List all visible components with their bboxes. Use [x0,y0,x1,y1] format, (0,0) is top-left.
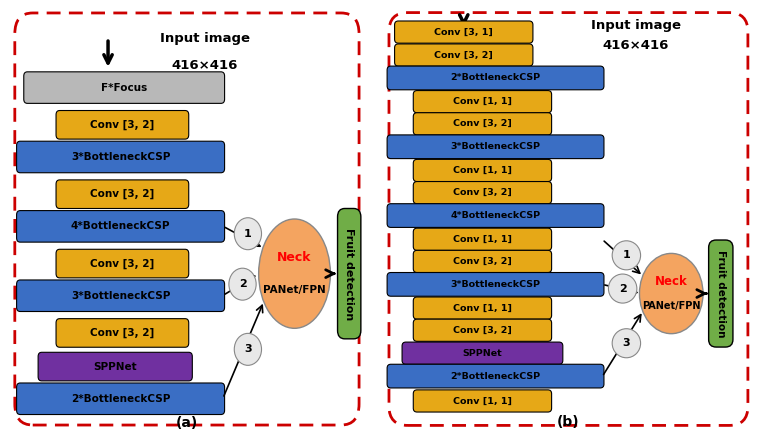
FancyBboxPatch shape [17,211,224,242]
Ellipse shape [639,254,703,334]
Text: 416×416: 416×416 [172,59,238,72]
Circle shape [608,274,637,303]
Text: 3*BottleneckCSP: 3*BottleneckCSP [450,142,540,151]
FancyBboxPatch shape [17,280,224,311]
Text: 1: 1 [244,229,252,239]
FancyBboxPatch shape [387,204,604,227]
Text: Conv [3, 2]: Conv [3, 2] [453,119,512,128]
Text: (b): (b) [557,415,580,429]
Text: 2*BottleneckCSP: 2*BottleneckCSP [450,74,541,82]
Text: 2*BottleneckCSP: 2*BottleneckCSP [71,394,170,404]
Text: (a): (a) [175,416,198,430]
Text: Neck: Neck [655,275,687,288]
Text: Input image: Input image [160,32,250,45]
Text: Neck: Neck [277,251,312,264]
FancyBboxPatch shape [17,383,224,414]
Text: Conv [1, 1]: Conv [1, 1] [453,97,512,106]
Text: Fruit detection: Fruit detection [716,250,726,337]
FancyBboxPatch shape [402,342,563,364]
Text: Conv [1, 1]: Conv [1, 1] [453,235,512,244]
FancyBboxPatch shape [709,240,733,347]
FancyBboxPatch shape [387,66,604,90]
Text: Conv [3, 2]: Conv [3, 2] [90,189,155,199]
FancyBboxPatch shape [394,21,533,43]
Text: 2*BottleneckCSP: 2*BottleneckCSP [450,371,541,381]
Text: Conv [3, 2]: Conv [3, 2] [453,257,512,266]
Text: Conv [3, 2]: Conv [3, 2] [434,50,493,60]
FancyBboxPatch shape [414,113,552,135]
Ellipse shape [259,219,330,328]
Text: PANet/FPN: PANet/FPN [642,300,700,311]
Text: 3*BottleneckCSP: 3*BottleneckCSP [71,291,170,301]
Text: 1: 1 [623,250,630,260]
Text: Conv [1, 1]: Conv [1, 1] [453,304,512,313]
Circle shape [612,241,641,270]
Text: Conv [1, 1]: Conv [1, 1] [453,166,512,175]
FancyBboxPatch shape [414,159,552,181]
Text: 2: 2 [239,279,246,289]
FancyBboxPatch shape [414,228,552,251]
FancyBboxPatch shape [387,364,604,388]
FancyBboxPatch shape [24,72,224,103]
FancyBboxPatch shape [414,181,552,204]
Text: 3*BottleneckCSP: 3*BottleneckCSP [450,280,540,289]
Text: Input image: Input image [591,19,681,32]
Text: SPPNet: SPPNet [462,349,502,358]
Text: 2: 2 [619,283,626,293]
Text: 3: 3 [244,344,252,354]
FancyBboxPatch shape [337,208,361,339]
Text: Conv [3, 2]: Conv [3, 2] [453,326,512,335]
Circle shape [234,333,262,365]
Text: Conv [3, 1]: Conv [3, 1] [434,28,493,37]
Text: Conv [3, 2]: Conv [3, 2] [90,258,155,268]
Text: 4*BottleneckCSP: 4*BottleneckCSP [71,221,170,231]
Text: 3*BottleneckCSP: 3*BottleneckCSP [71,152,170,162]
FancyBboxPatch shape [394,44,533,66]
Text: SPPNet: SPPNet [93,362,137,371]
FancyBboxPatch shape [387,272,604,296]
Text: Conv [1, 1]: Conv [1, 1] [453,396,512,406]
FancyBboxPatch shape [414,319,552,341]
Text: 3: 3 [623,338,630,348]
Text: F*Focus: F*Focus [101,83,147,92]
Circle shape [234,218,262,250]
Text: 416×416: 416×416 [603,39,669,52]
Circle shape [612,328,641,358]
Text: Fruit detection: Fruit detection [344,227,354,320]
FancyBboxPatch shape [414,297,552,319]
Text: Conv [3, 2]: Conv [3, 2] [90,328,155,338]
FancyBboxPatch shape [414,251,552,272]
Text: 4*BottleneckCSP: 4*BottleneckCSP [450,211,541,220]
FancyBboxPatch shape [56,249,188,278]
FancyBboxPatch shape [387,135,604,159]
FancyBboxPatch shape [56,319,188,347]
FancyBboxPatch shape [414,91,552,113]
FancyBboxPatch shape [17,141,224,173]
FancyBboxPatch shape [56,110,188,139]
FancyBboxPatch shape [56,180,188,208]
FancyBboxPatch shape [38,352,192,381]
FancyBboxPatch shape [414,390,552,412]
Text: Conv [3, 2]: Conv [3, 2] [90,120,155,130]
Circle shape [229,268,256,300]
Text: PANet/FPN: PANet/FPN [263,285,326,295]
Text: Conv [3, 2]: Conv [3, 2] [453,188,512,197]
